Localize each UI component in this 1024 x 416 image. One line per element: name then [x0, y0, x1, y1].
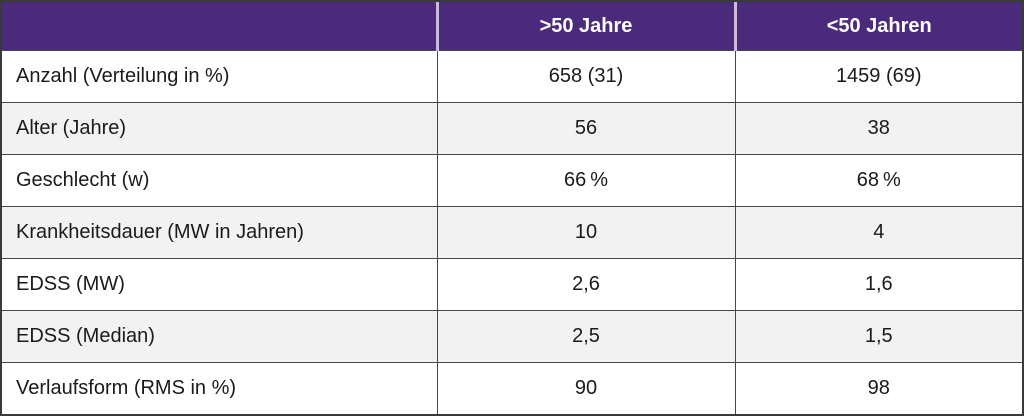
cell-value: 38	[734, 102, 1022, 155]
cell-value: 4	[734, 206, 1022, 259]
cell-value: 98	[734, 362, 1022, 414]
cell-value: 2,6	[436, 258, 735, 311]
table-row-geschlecht: Geschlecht (w) 66 % 68 %	[2, 154, 1022, 207]
table-row-verlaufsform: Verlaufsform (RMS in %) 90 98	[2, 362, 1022, 414]
row-label: EDSS (Median)	[2, 310, 437, 363]
header-row: >50 Jahre <50 Jahren	[2, 2, 1022, 51]
table-row-edss-median: EDSS (Median) 2,5 1,5	[2, 310, 1022, 363]
cell-value: 1,6	[734, 258, 1022, 311]
table-row-anzahl: Anzahl (Verteilung in %) 658 (31) 1459 (…	[2, 50, 1022, 103]
cell-value: 658 (31)	[436, 50, 735, 103]
table-row-edss-mw: EDSS (MW) 2,6 1,6	[2, 258, 1022, 311]
cell-value: 66 %	[436, 154, 735, 207]
table-row-krankheitsdauer: Krankheitsdauer (MW in Jahren) 10 4	[2, 206, 1022, 259]
row-label: EDSS (MW)	[2, 258, 437, 311]
header-cell-empty	[2, 2, 437, 51]
cell-value: 1,5	[734, 310, 1022, 363]
row-label: Geschlecht (w)	[2, 154, 437, 207]
row-label: Verlaufsform (RMS in %)	[2, 362, 437, 414]
cell-value: 10	[436, 206, 735, 259]
cell-value: 90	[436, 362, 735, 414]
header-cell-over-50: >50 Jahre	[435, 2, 735, 51]
cell-value: 2,5	[436, 310, 735, 363]
row-label: Alter (Jahre)	[2, 102, 437, 155]
row-label: Anzahl (Verteilung in %)	[2, 50, 437, 103]
cell-value: 1459 (69)	[734, 50, 1022, 103]
cell-value: 68 %	[734, 154, 1022, 207]
header-cell-under-50: <50 Jahren	[733, 2, 1022, 51]
table-row-alter: Alter (Jahre) 56 38	[2, 102, 1022, 155]
row-label: Krankheitsdauer (MW in Jahren)	[2, 206, 437, 259]
cell-value: 56	[436, 102, 735, 155]
